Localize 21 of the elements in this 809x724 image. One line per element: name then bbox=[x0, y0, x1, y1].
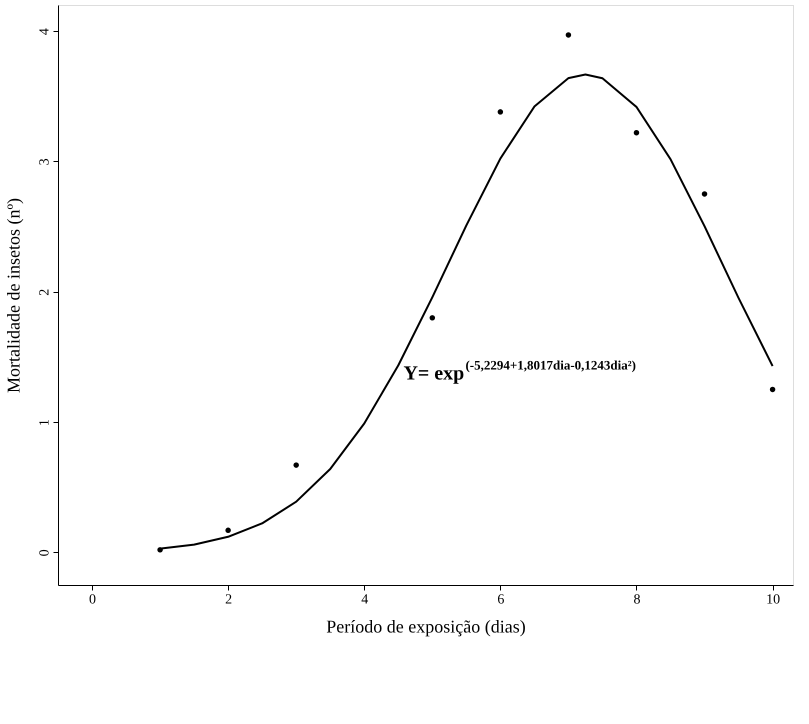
point bbox=[770, 386, 776, 392]
x-tick-label: 8 bbox=[633, 592, 640, 608]
point bbox=[498, 109, 504, 115]
y-axis-title: Mortalidade de insetos (nº) bbox=[4, 198, 24, 394]
point bbox=[293, 462, 299, 468]
y-tick-label: 3 bbox=[38, 158, 52, 166]
x-axis-title: Período de exposição (dias) bbox=[326, 616, 526, 636]
x-tick-label: 2 bbox=[225, 592, 232, 608]
point bbox=[566, 32, 572, 38]
point bbox=[430, 315, 436, 321]
point bbox=[634, 130, 640, 136]
point bbox=[225, 528, 231, 533]
y-tick-label: 1 bbox=[38, 419, 52, 426]
y-tick-label: 4 bbox=[38, 28, 52, 36]
x-tick-label: 10 bbox=[766, 592, 780, 608]
y-tick-label: 0 bbox=[38, 549, 52, 556]
point bbox=[702, 191, 708, 197]
x-tick-label: 4 bbox=[361, 592, 368, 608]
x-tick-label: 0 bbox=[89, 592, 96, 608]
x-tick-label: 6 bbox=[497, 592, 504, 608]
y-tick-label: 2 bbox=[38, 288, 52, 296]
